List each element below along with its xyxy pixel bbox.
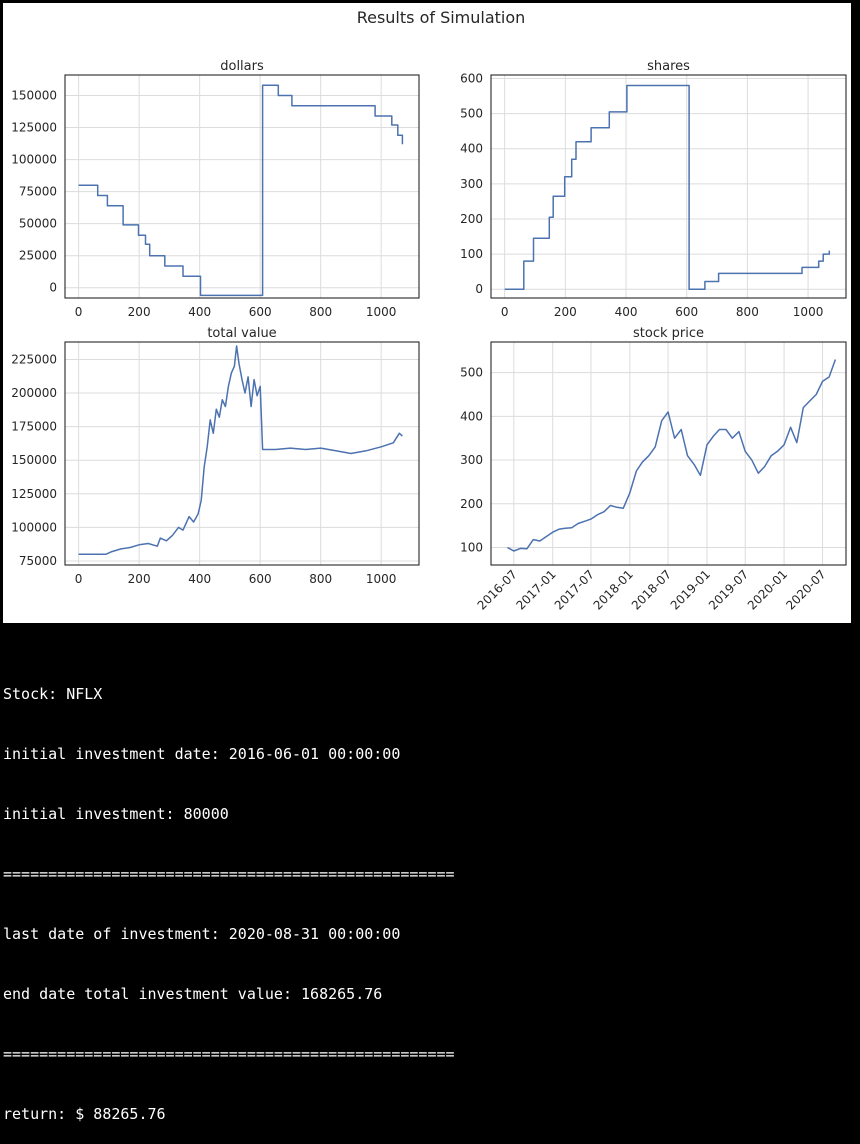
series-line <box>507 359 837 552</box>
chart-title: stock price <box>633 326 704 341</box>
x-tick-label: 0 <box>75 305 83 319</box>
console-output: Stock: NFLX initial investment date: 201… <box>3 644 853 1144</box>
y-tick-label: 200 <box>460 212 483 226</box>
series-line <box>78 345 403 556</box>
x-tick-label: 0 <box>501 305 509 319</box>
chart-total-value: total value 75000 100000 125000 150000 175000… <box>11 326 420 586</box>
axes-frame <box>64 341 420 566</box>
console-line-initial-date: initial investment date: 2016-06-01 00:0… <box>3 745 401 763</box>
x-tick-label: 2020-07 <box>783 567 828 612</box>
y-tick-label: 600 <box>460 72 483 86</box>
x-tick-label: 200 <box>128 305 151 319</box>
console-separator: ========================================… <box>3 865 455 883</box>
y-tick-label: 500 <box>460 107 483 121</box>
y-tick-label: 200000 <box>11 386 57 400</box>
x-tick-label: 2019-07 <box>706 567 751 612</box>
console-line-stock: Stock: NFLX <box>3 685 103 703</box>
y-tick-label: 50000 <box>19 217 57 231</box>
y-tick-label: 150000 <box>11 89 57 103</box>
y-tick-label: 150000 <box>11 453 57 467</box>
y-tick-label: 225000 <box>11 352 57 366</box>
y-tick-label: 100 <box>460 541 483 555</box>
y-tick-label: 0 <box>475 282 483 296</box>
y-tick-label: 400 <box>460 142 483 156</box>
x-tick-label: 800 <box>309 572 332 586</box>
y-tick-label: 100000 <box>11 153 57 167</box>
simulation-figure: Results of Simulation dollars 0 25000 50000… <box>3 3 851 623</box>
x-tick-label: 2020-01 <box>745 567 790 612</box>
x-tick-label: 400 <box>188 305 211 319</box>
chart-title: shares <box>647 59 690 74</box>
x-tick-label: 0 <box>75 572 83 586</box>
y-tick-label: 175000 <box>11 420 57 434</box>
y-tick-label: 300 <box>460 453 483 467</box>
x-tick-label: 2016-07 <box>475 567 520 612</box>
x-tick-label: 2018-07 <box>629 567 674 612</box>
axes-frame <box>64 74 420 299</box>
x-tick-label: 1000 <box>366 572 397 586</box>
x-tick-label: 600 <box>249 572 272 586</box>
y-tick-label: 125000 <box>11 121 57 135</box>
x-tick-label: 800 <box>736 305 759 319</box>
chart-title: dollars <box>220 59 264 74</box>
console-line-end-value: end date total investment value: 168265.… <box>3 985 383 1003</box>
console-separator: ========================================… <box>3 1045 455 1063</box>
y-tick-label: 400 <box>460 409 483 423</box>
x-tick-label: 2019-01 <box>668 567 713 612</box>
figure-suptitle: Results of Simulation <box>357 8 526 27</box>
x-tick-label: 200 <box>128 572 151 586</box>
x-tick-label: 600 <box>249 305 272 319</box>
y-tick-label: 100 <box>460 247 483 261</box>
console-line-return: return: $ 88265.76 <box>3 1105 166 1123</box>
y-tick-label: 125000 <box>11 487 57 501</box>
series-line <box>78 84 404 297</box>
x-tick-label: 600 <box>675 305 698 319</box>
chart-title: total value <box>207 326 276 341</box>
charts-canvas: Results of Simulation dollars02500050000… <box>11 8 847 613</box>
chart-shares: shares 0 100 200 300 400 500 600 0 200 400 600 800 10… <box>460 59 847 319</box>
x-tick-label: 2017-07 <box>552 567 597 612</box>
x-tick-label: 2017-01 <box>513 567 558 612</box>
x-tick-label: 2018-01 <box>591 567 636 612</box>
chart-stock-price: stock price 100 200 300 400 500 2016-072017-01… <box>460 326 847 613</box>
y-tick-label: 300 <box>460 177 483 191</box>
console-line-initial-investment: initial investment: 80000 <box>3 805 229 823</box>
y-tick-label: 0 <box>49 281 57 295</box>
y-tick-label: 200 <box>460 497 483 511</box>
y-tick-label: 75000 <box>19 185 57 199</box>
chart-dollars: dollars 0 25000 50000 75000 100000 125000 15000… <box>11 59 420 319</box>
axes-frame <box>490 341 847 566</box>
x-tick-label: 400 <box>188 572 211 586</box>
x-tick-label: 400 <box>615 305 638 319</box>
x-tick-label: 1000 <box>366 305 397 319</box>
x-tick-label: 1000 <box>793 305 824 319</box>
y-tick-label: 25000 <box>19 249 57 263</box>
series-line <box>504 84 831 290</box>
y-tick-label: 100000 <box>11 520 57 534</box>
axes-frame <box>490 74 847 299</box>
y-tick-label: 500 <box>460 366 483 380</box>
x-tick-label: 200 <box>554 305 577 319</box>
y-tick-label: 75000 <box>19 554 57 568</box>
x-tick-label: 800 <box>309 305 332 319</box>
console-line-last-date: last date of investment: 2020-08-31 00:0… <box>3 925 401 943</box>
